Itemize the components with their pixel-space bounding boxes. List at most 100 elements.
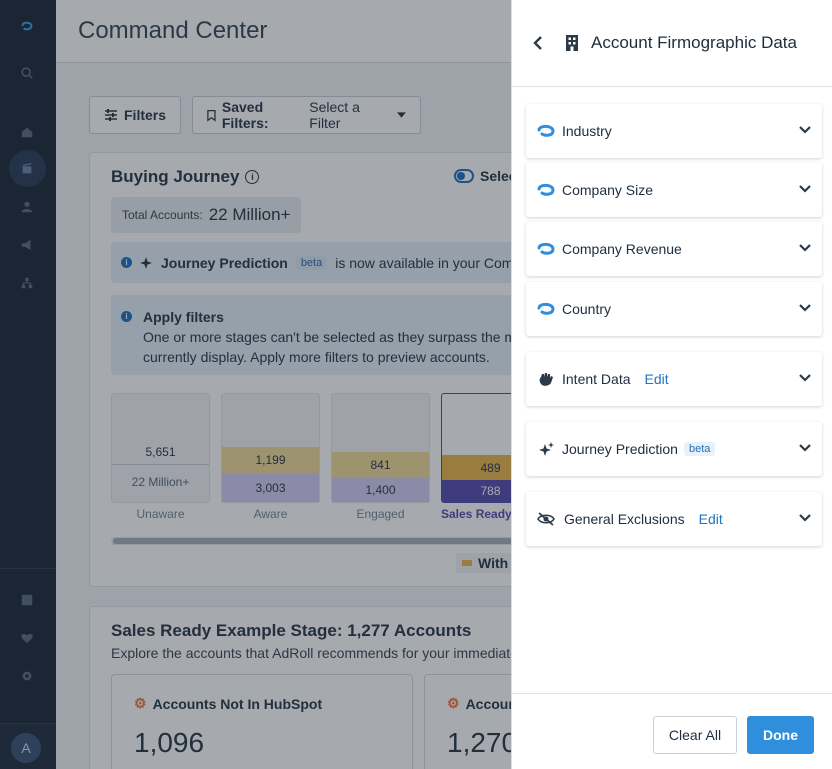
hubspot-icon: ⚙ — [447, 695, 460, 711]
sparkle-icon — [140, 257, 152, 269]
left-nav: A — [0, 0, 56, 769]
info-icon: i — [121, 257, 132, 268]
adroll-logo-icon — [536, 180, 556, 200]
help-icon[interactable] — [16, 589, 38, 611]
done-button[interactable]: Done — [747, 716, 814, 754]
chart-legend: With — [456, 553, 515, 573]
stage-bottom-value: 3,003 — [222, 473, 319, 502]
metric-value: 1,270 — [447, 727, 518, 758]
metric-value: 1,096 — [134, 727, 205, 758]
sales-ready-title: Sales Ready Example Stage: 1,277 Account… — [111, 621, 472, 640]
accordion-label: Intent Data — [562, 371, 631, 387]
caret-down-icon — [397, 112, 407, 118]
apply-filters-line2: currently display. Apply more filters to… — [143, 349, 490, 365]
beta-badge: beta — [683, 442, 716, 456]
accordion-label: Company Revenue — [562, 241, 682, 257]
accordion-label: Company Size — [562, 182, 654, 198]
notice-text: is now available in your Comman — [335, 254, 541, 271]
scrollbar-thumb[interactable] — [113, 538, 513, 544]
saved-filters-value: Select a Filter — [309, 99, 360, 131]
stage-top-value: 1,199 — [222, 447, 319, 473]
stage-label-unaware: Unaware — [136, 507, 185, 521]
metric-header: ⚙ Accoun — [447, 695, 517, 712]
metric-header: ⚙ Accounts Not In HubSpot — [134, 695, 322, 712]
stage-card-unaware[interactable]: 5,651 22 Million+ — [111, 393, 210, 503]
adroll-logo-icon — [536, 299, 556, 319]
accordion-company-revenue[interactable]: Company Revenue — [526, 222, 822, 276]
stage-top-value: 5,651 — [112, 439, 209, 465]
chevron-down-icon[interactable] — [798, 511, 812, 525]
accordion-country[interactable]: Country — [526, 282, 822, 336]
eye-slash-icon — [536, 509, 556, 529]
hand-wave-icon — [536, 369, 556, 389]
chevron-down-icon[interactable] — [798, 241, 812, 255]
chevron-down-icon[interactable] — [798, 182, 812, 196]
saved-filters-label: Saved Filters: — [221, 99, 269, 131]
accordion-intent-data[interactable]: Intent Data Edit — [526, 352, 822, 406]
sliders-icon — [105, 109, 117, 121]
accordion-company-size[interactable]: Company Size — [526, 163, 822, 217]
apply-filters-notice: i Apply filters One or more stages can't… — [111, 295, 551, 375]
legend-label: With — [478, 555, 509, 571]
accordion-label: General Exclusions — [564, 511, 685, 527]
building-icon — [566, 35, 578, 51]
chevron-down-icon[interactable] — [798, 301, 812, 315]
edit-link[interactable]: Edit — [644, 371, 669, 387]
stage-scrollbar[interactable] — [111, 537, 551, 545]
metric-label: Accoun — [465, 695, 517, 712]
megaphone-icon[interactable] — [16, 234, 38, 256]
select-toggle[interactable]: Selec — [454, 168, 517, 184]
total-accounts-value: 22 Million+ — [208, 205, 291, 224]
settings-gear-icon[interactable] — [16, 665, 38, 687]
accordion-journey-prediction[interactable]: Journey Prediction beta — [526, 422, 822, 476]
sales-ready-subtitle: Explore the accounts that AdRoll recomme… — [111, 645, 534, 661]
nav-divider — [0, 568, 56, 569]
journey-prediction-notice: i Journey Prediction beta is now availab… — [111, 242, 551, 283]
drawer-title: Account Firmographic Data — [591, 33, 797, 52]
stage-bottom-value: 22 Million+ — [131, 475, 190, 489]
bookmark-icon — [207, 109, 216, 122]
sparkle-icon — [536, 439, 556, 459]
saved-filters-dropdown[interactable]: Saved Filters: Select a Filter — [192, 96, 422, 134]
stage-top-value: 841 — [332, 452, 429, 478]
accordion-general-exclusions[interactable]: General Exclusions Edit — [526, 492, 822, 546]
apply-filters-title: Apply filters — [143, 309, 224, 325]
command-center-icon[interactable] — [16, 158, 38, 180]
accordion-label: Country — [562, 301, 612, 317]
stage-label-aware: Aware — [253, 507, 288, 521]
toggle-switch[interactable] — [454, 169, 474, 183]
buying-journey-title: Buying Journey i — [111, 167, 260, 187]
accordion-label: Industry — [562, 123, 612, 139]
adroll-logo-icon[interactable] — [16, 16, 38, 38]
edit-link[interactable]: Edit — [698, 511, 723, 527]
chevron-down-icon[interactable] — [798, 371, 812, 385]
clear-all-button[interactable]: Clear All — [653, 716, 737, 754]
adroll-logo-icon — [536, 121, 556, 141]
legend-swatch — [462, 560, 472, 566]
hierarchy-icon[interactable] — [16, 272, 38, 294]
home-icon[interactable] — [16, 121, 38, 143]
filters-button[interactable]: Filters — [89, 96, 182, 134]
total-accounts-label: Total Accounts: — [122, 208, 203, 222]
audience-icon[interactable] — [16, 196, 38, 218]
modal-overlay[interactable] — [0, 0, 511, 769]
notice-feature-name: Journey Prediction — [161, 254, 288, 271]
accordion-label: Journey Prediction — [562, 441, 678, 457]
chevron-down-icon[interactable] — [798, 123, 812, 137]
beta-badge: beta — [295, 255, 328, 270]
search-icon[interactable] — [16, 62, 38, 84]
heart-icon[interactable] — [16, 627, 38, 649]
page-title: Command Center — [78, 17, 268, 44]
metric-card-not-in-hubspot[interactable]: ⚙ Accounts Not In HubSpot 1,096 — [111, 674, 413, 769]
stage-card-engaged[interactable]: 841 1,400 — [331, 393, 430, 503]
apply-filters-line1: One or more stages can't be selected as … — [143, 329, 534, 345]
avatar[interactable]: A — [11, 733, 41, 763]
info-icon[interactable]: i — [245, 170, 260, 184]
total-accounts-box: Total Accounts: 22 Million+ — [111, 197, 302, 233]
accordion-industry[interactable]: Industry — [526, 104, 822, 158]
back-chevron-icon[interactable] — [528, 33, 548, 53]
stage-card-aware[interactable]: 1,199 3,003 — [221, 393, 320, 503]
adroll-logo-icon — [536, 239, 556, 259]
filter-bar: Filters Saved Filters: Select a Filter — [89, 96, 422, 134]
chevron-down-icon[interactable] — [798, 441, 812, 455]
